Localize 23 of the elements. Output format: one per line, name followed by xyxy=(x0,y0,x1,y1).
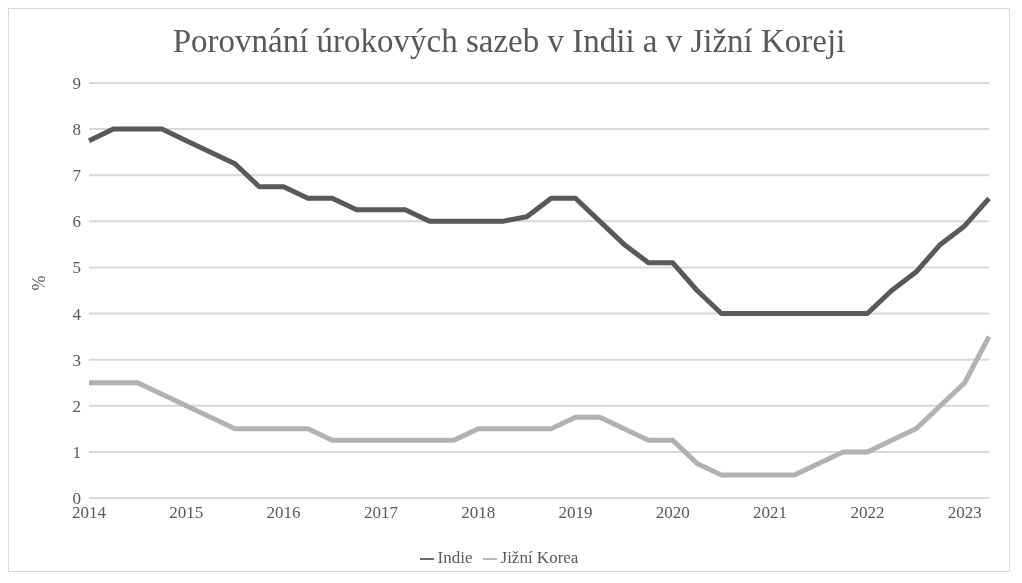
x-tick-label: 2016 xyxy=(266,503,301,523)
x-tick-label: 2023 xyxy=(947,503,982,523)
y-tick-label: 9 xyxy=(72,74,81,94)
x-tick-label: 2015 xyxy=(169,503,204,523)
x-tick-label: 2022 xyxy=(850,503,885,523)
x-tick-label: 2021 xyxy=(753,503,788,523)
y-tick-label: 3 xyxy=(72,350,81,370)
legend-label: Jižní Korea xyxy=(500,548,579,567)
legend-label: Indie xyxy=(437,548,473,567)
x-tick-label: 2017 xyxy=(363,503,399,523)
y-tick-label: 5 xyxy=(72,258,81,278)
y-tick-label: 4 xyxy=(72,304,82,324)
y-tick-label: 7 xyxy=(72,166,82,186)
x-tick-label: 2014 xyxy=(72,503,107,523)
x-tick-label: 2018 xyxy=(461,503,496,523)
y-tick-label: 1 xyxy=(72,442,81,462)
y-tick-label: 2 xyxy=(72,396,81,416)
y-tick-label: 6 xyxy=(72,212,81,232)
x-tick-label: 2020 xyxy=(655,503,690,523)
y-axis-title: % xyxy=(29,275,50,291)
y-tick-label: 8 xyxy=(72,120,81,140)
chart-title: Porovnání úrokových sazeb v Indii a v Jižní Koreji xyxy=(171,22,847,61)
x-tick-label: 2019 xyxy=(558,503,593,523)
